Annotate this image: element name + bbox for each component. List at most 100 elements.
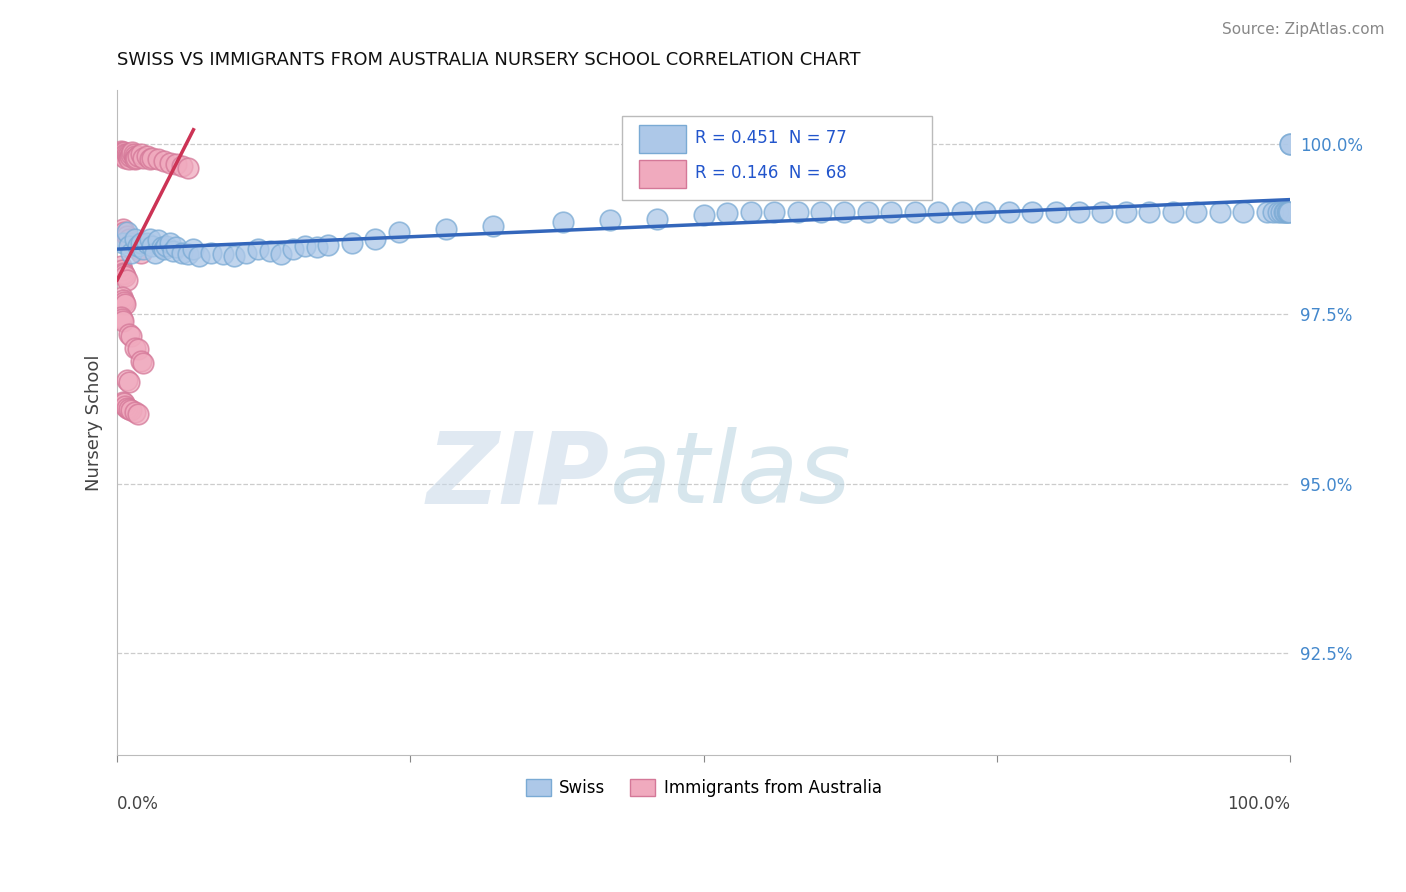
Point — [112, 222, 135, 236]
Point — [148, 234, 170, 248]
Point — [139, 232, 162, 246]
Point — [1209, 205, 1232, 219]
Point — [112, 268, 135, 282]
Point — [124, 239, 146, 253]
Point — [950, 205, 973, 219]
Point — [318, 237, 340, 252]
FancyBboxPatch shape — [640, 125, 686, 153]
Point — [165, 157, 187, 171]
Point — [159, 156, 181, 170]
Point — [1279, 136, 1302, 151]
Point — [127, 342, 149, 356]
Point — [1232, 205, 1254, 219]
Point — [132, 356, 155, 370]
Point — [124, 341, 146, 355]
Point — [118, 327, 141, 342]
Point — [110, 310, 132, 325]
Text: 0.0%: 0.0% — [117, 796, 159, 814]
Point — [856, 205, 879, 219]
Point — [364, 232, 387, 246]
Point — [135, 149, 157, 163]
Point — [127, 239, 149, 253]
Point — [148, 152, 170, 166]
Point — [120, 147, 142, 161]
Point — [294, 239, 316, 253]
Point — [129, 354, 152, 368]
Point — [118, 147, 141, 161]
Point — [115, 373, 138, 387]
Point — [112, 294, 135, 309]
Text: atlas: atlas — [610, 427, 852, 524]
Point — [1272, 205, 1295, 219]
Point — [120, 149, 142, 163]
Point — [129, 147, 152, 161]
FancyBboxPatch shape — [640, 160, 686, 187]
Point — [763, 205, 786, 219]
Point — [1279, 136, 1302, 151]
Point — [150, 240, 173, 254]
Point — [1161, 205, 1184, 219]
Point — [740, 205, 762, 219]
Point — [117, 149, 139, 163]
Point — [115, 228, 138, 243]
Point — [111, 145, 134, 160]
Point — [112, 149, 135, 163]
Point — [129, 235, 152, 250]
Point — [141, 239, 163, 253]
Point — [124, 405, 146, 419]
Point — [1137, 205, 1160, 219]
Point — [388, 225, 411, 239]
Point — [1261, 205, 1284, 219]
Point — [112, 147, 135, 161]
Point — [110, 260, 132, 274]
Point — [139, 152, 162, 166]
Point — [120, 235, 142, 250]
Point — [112, 293, 135, 308]
FancyBboxPatch shape — [621, 116, 932, 200]
Point — [1045, 205, 1067, 219]
Point — [120, 328, 142, 343]
Point — [114, 269, 136, 284]
Point — [120, 403, 142, 417]
Point — [1091, 205, 1114, 219]
Point — [176, 247, 198, 261]
Point — [118, 239, 141, 253]
Point — [159, 235, 181, 250]
Point — [188, 249, 211, 263]
Point — [115, 225, 138, 239]
Point — [118, 152, 141, 166]
Point — [1278, 205, 1301, 219]
Point — [112, 145, 135, 160]
Point — [115, 147, 138, 161]
Point — [1021, 205, 1043, 219]
Point — [270, 247, 292, 261]
Point — [114, 147, 136, 161]
Point — [183, 242, 205, 256]
Point — [692, 208, 714, 222]
Point — [834, 205, 856, 219]
Point — [170, 159, 193, 173]
Point — [112, 396, 135, 410]
Point — [1274, 205, 1296, 219]
Point — [129, 245, 152, 260]
Point — [1275, 205, 1298, 219]
Point — [112, 395, 135, 409]
Point — [114, 399, 136, 413]
Point — [115, 273, 138, 287]
Point — [599, 213, 621, 227]
Point — [810, 205, 832, 219]
Point — [246, 242, 269, 256]
Point — [927, 205, 949, 219]
Point — [786, 205, 808, 219]
Point — [997, 205, 1019, 219]
Point — [110, 144, 132, 158]
Point — [211, 247, 233, 261]
Point — [127, 408, 149, 422]
Point — [111, 312, 134, 326]
Point — [974, 205, 997, 219]
Y-axis label: Nursery School: Nursery School — [86, 354, 103, 491]
Point — [162, 244, 184, 259]
Point — [1185, 205, 1208, 219]
Point — [259, 244, 281, 259]
Point — [1115, 205, 1137, 219]
